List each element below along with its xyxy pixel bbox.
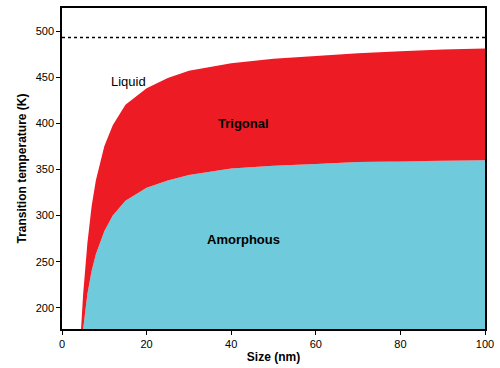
- svg-text:450: 450: [36, 71, 54, 83]
- svg-text:100: 100: [476, 338, 494, 350]
- svg-text:40: 40: [225, 338, 237, 350]
- svg-text:300: 300: [36, 209, 54, 221]
- svg-text:350: 350: [36, 163, 54, 175]
- svg-text:20: 20: [140, 338, 152, 350]
- svg-text:200: 200: [36, 302, 54, 314]
- svg-text:80: 80: [394, 338, 406, 350]
- svg-text:Trigonal: Trigonal: [218, 116, 269, 131]
- svg-text:Amorphous: Amorphous: [207, 232, 280, 247]
- svg-text:Liquid: Liquid: [111, 74, 146, 89]
- svg-text:Size (nm): Size (nm): [247, 350, 300, 364]
- svg-text:0: 0: [59, 338, 65, 350]
- svg-text:Transition temperature (K): Transition temperature (K): [15, 93, 29, 243]
- svg-text:400: 400: [36, 117, 54, 129]
- svg-text:60: 60: [310, 338, 322, 350]
- svg-text:500: 500: [36, 25, 54, 37]
- svg-text:250: 250: [36, 256, 54, 268]
